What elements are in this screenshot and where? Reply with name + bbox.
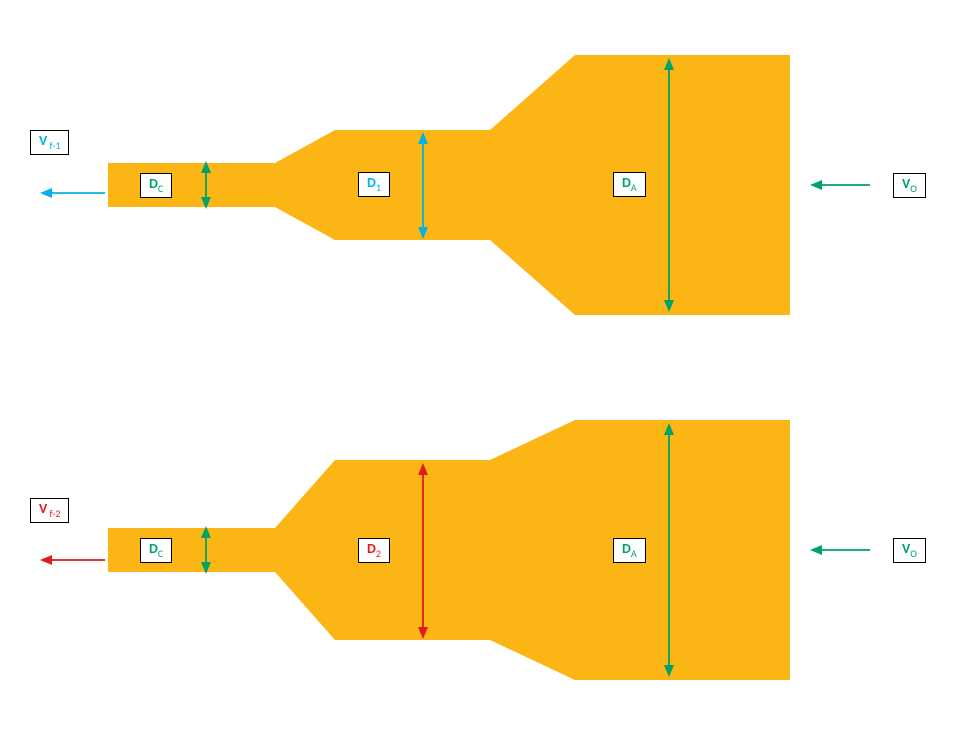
- dc-top-lbl-main: D: [149, 175, 158, 192]
- vo-top-lbl-sub: O: [910, 182, 917, 195]
- vf2-sub: f-2: [47, 507, 60, 520]
- dc-bot-lbl-main: D: [149, 540, 158, 557]
- vf1: V f-1: [30, 130, 69, 155]
- d1-lbl: D1: [358, 172, 390, 197]
- vo-top-lbl: VO: [893, 173, 926, 198]
- vo-bot-lbl-sub: O: [910, 547, 917, 560]
- d1-lbl-main: D: [367, 174, 376, 191]
- da-top-lbl-main: D: [622, 174, 631, 191]
- vo-bot-lbl: VO: [893, 538, 926, 563]
- vf1-sub: f-1: [47, 139, 60, 152]
- da-bot-lbl-main: D: [622, 540, 631, 557]
- da-bot-lbl-sub: A: [631, 547, 637, 560]
- labels-layer: V f-1DCD1DAVOV f-2DCD2DAVO: [0, 0, 969, 737]
- da-bot-lbl: DA: [613, 538, 646, 563]
- d2-lbl-sub: 2: [376, 547, 381, 560]
- dc-bot-lbl-sub: C: [158, 547, 163, 560]
- dc-top-lbl: DC: [140, 173, 172, 198]
- d2-lbl-main: D: [367, 540, 376, 557]
- da-top-lbl-sub: A: [631, 181, 637, 194]
- vf2: V f-2: [30, 498, 69, 523]
- da-top-lbl: DA: [613, 172, 646, 197]
- d2-lbl: D2: [358, 538, 390, 563]
- dc-bot-lbl: DC: [140, 538, 172, 563]
- d1-lbl-sub: 1: [376, 181, 381, 194]
- dc-top-lbl-sub: C: [158, 182, 163, 195]
